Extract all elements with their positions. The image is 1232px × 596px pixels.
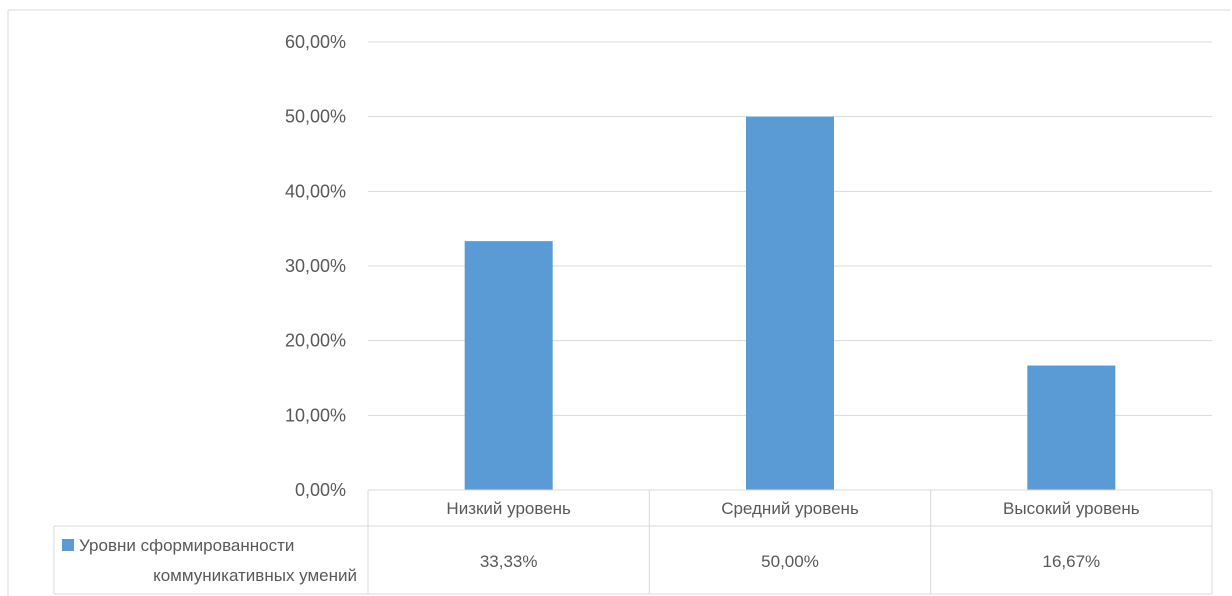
chart-frame	[7, 9, 1230, 596]
legend-swatch	[62, 539, 74, 551]
data-label: 16,67%	[1042, 552, 1100, 571]
y-tick-label: 10,00%	[285, 405, 346, 425]
bar	[746, 116, 834, 491]
data-table: Низкий уровень 33,33% Средний уровень 50,00…	[53, 489, 1213, 595]
y-tick-label: 0,00%	[295, 480, 346, 500]
bar	[464, 241, 553, 490]
bars	[464, 116, 1116, 491]
data-label: 33,33%	[480, 552, 538, 571]
y-tick-label: 20,00%	[285, 331, 346, 351]
data-label: 50,00%	[761, 552, 819, 571]
legend-label: коммуникативных умений	[153, 566, 357, 585]
y-axis-tick-labels: 0,00% 10,00% 20,00% 30,00% 40,00% 50,00% 60,00…	[285, 32, 346, 500]
y-tick-label: 50,00%	[285, 107, 346, 127]
y-tick-label: 40,00%	[285, 181, 346, 201]
bar	[1027, 365, 1116, 490]
y-tick-label: 30,00%	[285, 256, 346, 276]
category-label: Низкий уровень	[446, 499, 571, 518]
category-label: Средний уровень	[721, 499, 859, 518]
category-label: Высокий уровень	[1003, 499, 1140, 518]
legend-label: Уровни сформированности	[79, 536, 294, 555]
y-tick-label: 60,00%	[285, 32, 346, 52]
